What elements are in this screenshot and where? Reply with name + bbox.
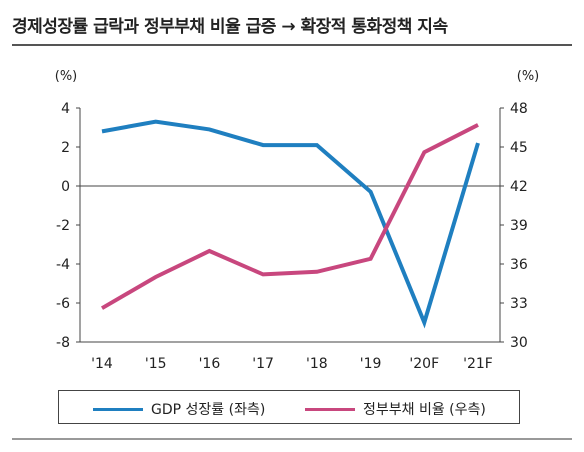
x-tick-label: '19 — [360, 356, 382, 372]
x-tick-label: '21F — [463, 356, 493, 372]
right-tick-label: 30 — [510, 335, 528, 351]
legend-label-gdp: GDP 성장률 (좌측) — [151, 402, 266, 418]
left-tick-label: -6 — [56, 296, 70, 312]
right-tick-label: 33 — [510, 296, 528, 312]
x-tick-label: '18 — [306, 356, 328, 372]
bottom-divider — [12, 438, 572, 440]
right-axis-unit: (%) — [517, 69, 540, 84]
right-tick-label: 42 — [510, 179, 528, 195]
left-tick-label: -4 — [56, 257, 70, 273]
right-tick-label: 39 — [510, 218, 528, 234]
left-tick-label: 4 — [61, 101, 70, 117]
right-tick-label: 48 — [510, 101, 528, 117]
legend-swatch-debt — [305, 407, 355, 411]
right-tick-label: 45 — [510, 140, 528, 156]
series-line-debt — [100, 123, 479, 310]
right-tick-label: 36 — [510, 257, 528, 273]
left-axis-unit: (%) — [55, 69, 78, 84]
legend-item-debt: 정부부채 비율 (우측) — [305, 399, 486, 419]
line-chart: (%) (%)420-2-4-6-848454239363330'14'15'16… — [55, 69, 540, 372]
left-tick-label: -8 — [56, 335, 70, 351]
series-line-gdp — [101, 119, 480, 329]
chart-title: 경제성장률 급락과 정부부채 비율 급증 → 확장적 통화정책 지속 — [12, 17, 448, 37]
title-divider — [12, 44, 572, 46]
left-tick-label: 2 — [61, 140, 70, 156]
legend-swatch-gdp — [93, 407, 143, 411]
legend-label-debt: 정부부채 비율 (우측) — [363, 402, 486, 418]
x-tick-label: '20F — [409, 356, 439, 372]
x-tick-label: '15 — [145, 356, 167, 372]
x-tick-label: '14 — [91, 356, 113, 372]
left-tick-label: 0 — [61, 179, 70, 195]
legend-item-gdp: GDP 성장률 (좌측) — [93, 399, 265, 419]
legend: GDP 성장률 (좌측) 정부부채 비율 (우측) — [58, 390, 520, 424]
left-tick-label: -2 — [56, 218, 70, 234]
x-tick-label: '16 — [199, 356, 221, 372]
x-tick-label: '17 — [252, 356, 274, 372]
